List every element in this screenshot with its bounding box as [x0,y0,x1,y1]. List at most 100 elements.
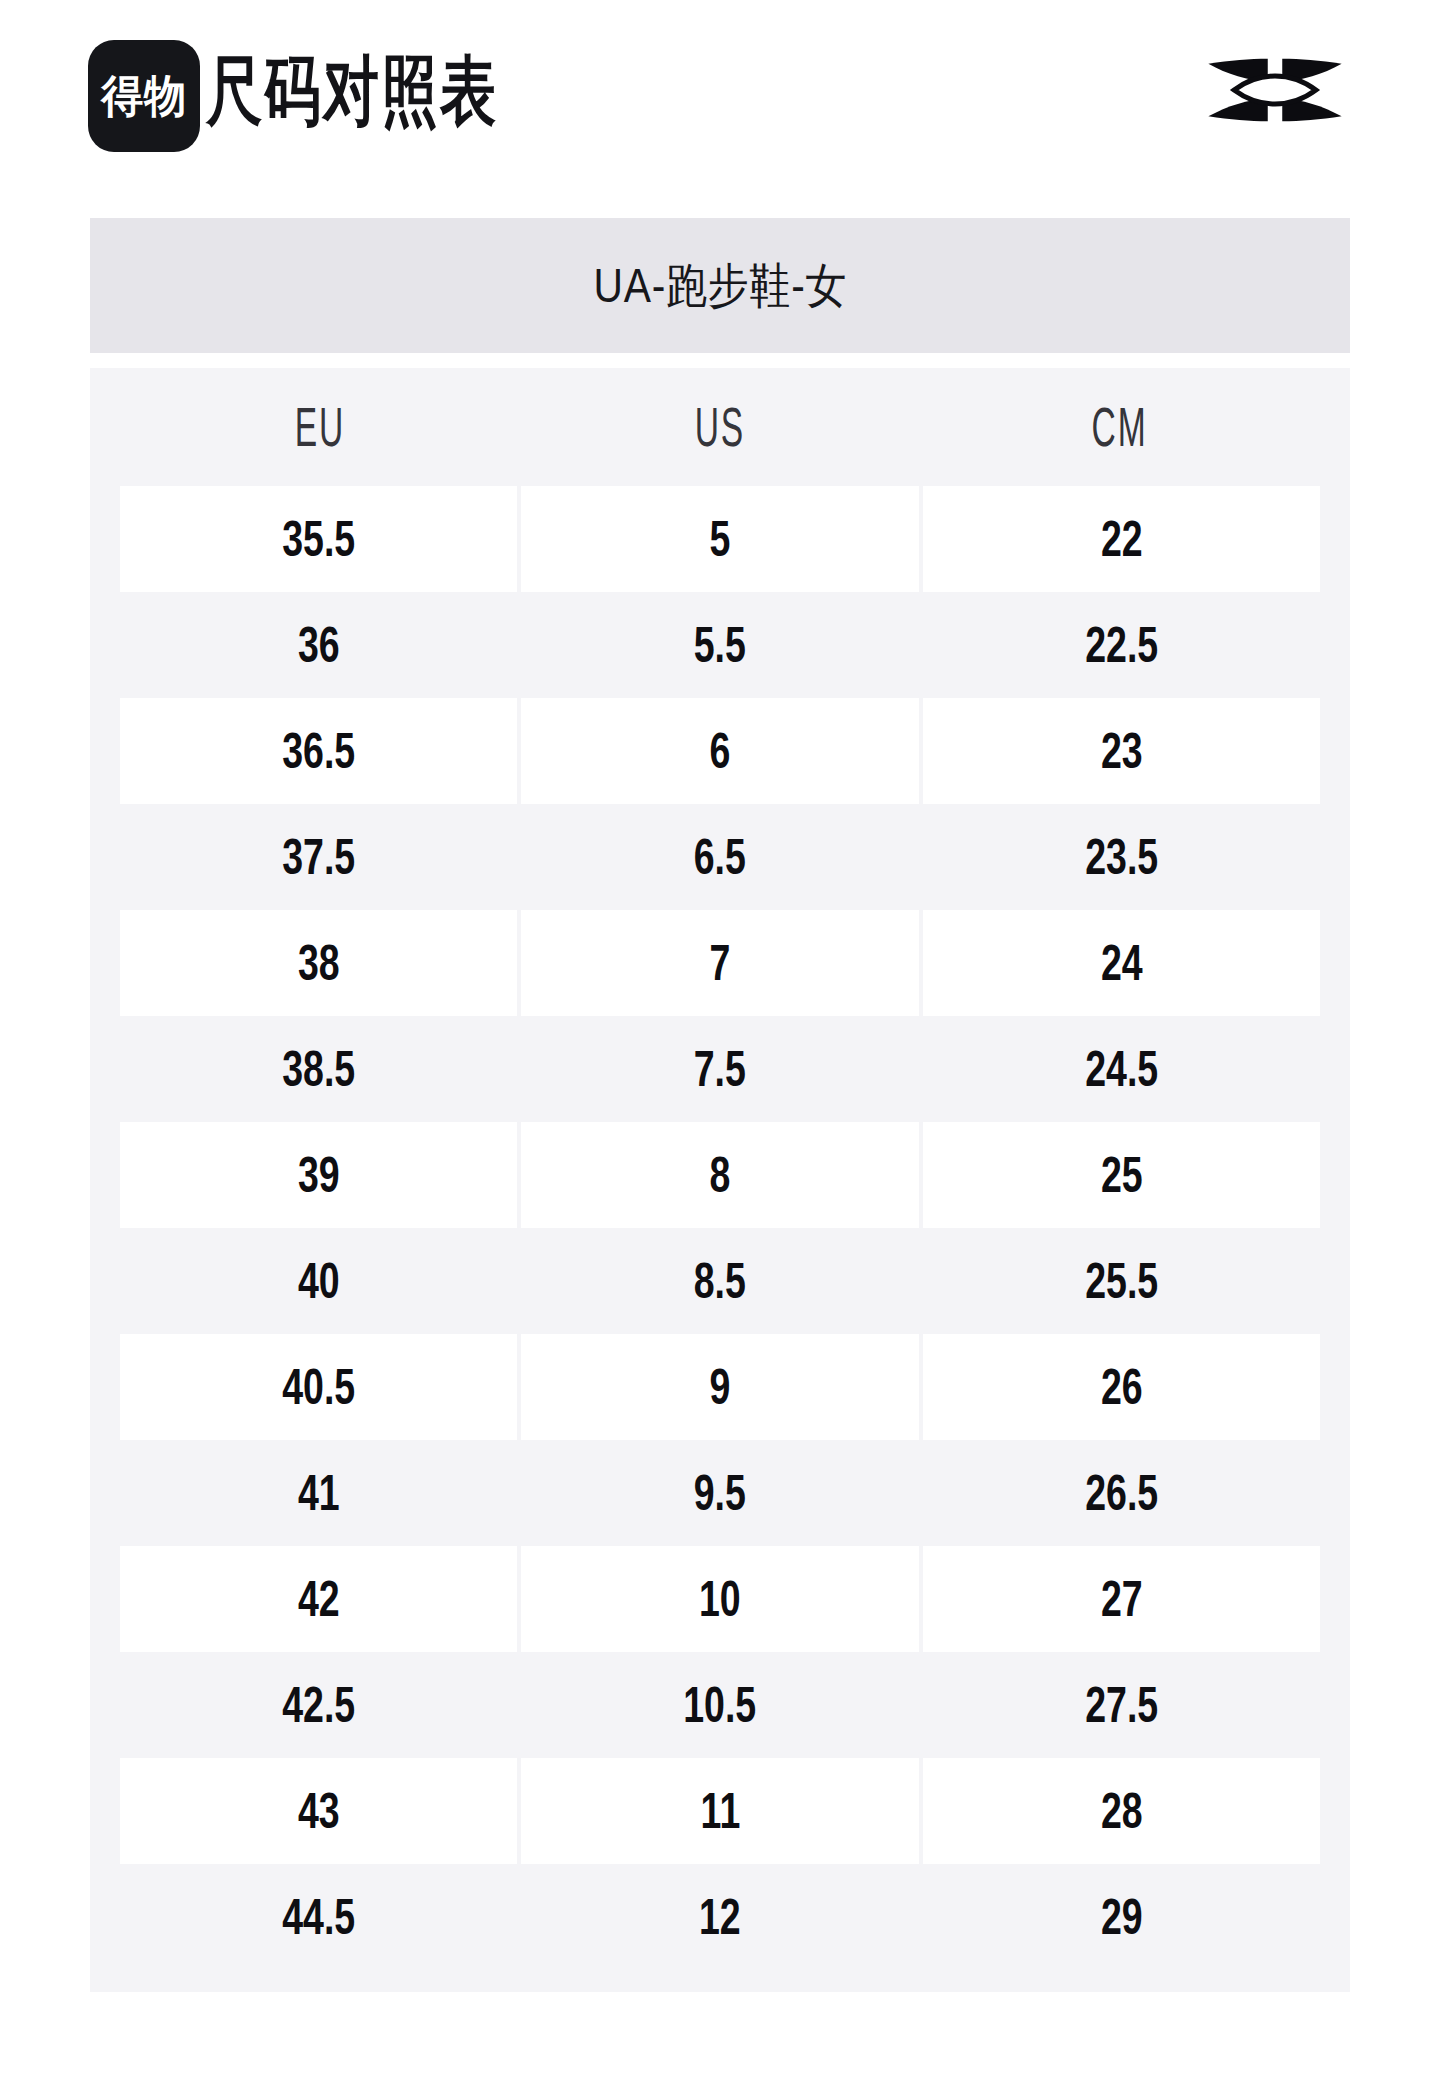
size-value: 26 [1100,1362,1142,1412]
size-value: 5 [710,514,731,564]
size-value: 7 [710,938,731,988]
size-cell-eu: 38 [120,910,517,1016]
size-value: 9.5 [694,1468,746,1518]
size-value: 27 [1100,1574,1142,1624]
column-header-cm: CM [920,399,1320,455]
size-cell-eu: 44.5 [120,1864,517,1970]
size-value: 6 [710,726,731,776]
size-cell-cm: 26 [923,1334,1320,1440]
size-value: 38 [298,938,340,988]
size-cell-eu: 36 [120,592,517,698]
size-cell-us: 10 [521,1546,918,1652]
size-value: 10.5 [683,1680,756,1730]
size-value: 23 [1100,726,1142,776]
size-value: 5.5 [694,620,746,670]
page-title: 尺码对照表 [206,53,498,129]
size-cell-eu: 36.5 [120,698,517,804]
size-cell-us: 5 [521,486,918,592]
size-table-header-row: EU US CM [120,368,1320,486]
size-cell-cm: 23.5 [923,804,1320,910]
size-value: 29 [1100,1892,1142,1942]
size-value: 38.5 [282,1044,355,1094]
table-row: 41 9.5 26.5 [120,1440,1320,1546]
size-table: EU US CM 35.5 5 22 36 5.5 22.5 [90,368,1350,1992]
size-value: 22 [1100,514,1142,564]
table-row: 40 8.5 25.5 [120,1228,1320,1334]
size-value: 39 [298,1150,340,1200]
size-cell-eu: 35.5 [120,486,517,592]
size-cell-us: 8.5 [521,1228,918,1334]
size-value: 40.5 [282,1362,355,1412]
product-name: UA-跑步鞋-女 [593,254,847,318]
size-cell-cm: 27.5 [923,1652,1320,1758]
size-value: 35.5 [282,514,355,564]
size-cell-us: 9 [521,1334,918,1440]
size-cell-us: 12 [521,1864,918,1970]
table-row: 38.5 7.5 24.5 [120,1016,1320,1122]
size-cell-us: 11 [521,1758,918,1864]
size-cell-cm: 23 [923,698,1320,804]
column-header-us: US [520,399,920,455]
size-cell-eu: 39 [120,1122,517,1228]
column-label: US [695,399,745,455]
size-value: 40 [298,1256,340,1306]
size-cell-cm: 27 [923,1546,1320,1652]
size-value: 27.5 [1085,1680,1158,1730]
size-cell-us: 5.5 [521,592,918,698]
dewu-logo: 得物 [88,40,200,152]
size-cell-cm: 25 [923,1122,1320,1228]
size-value: 25 [1100,1150,1142,1200]
size-value: 36 [298,620,340,670]
size-cell-eu: 43 [120,1758,517,1864]
under-armour-logo-icon [1182,48,1368,132]
size-cell-eu: 38.5 [120,1016,517,1122]
size-cell-cm: 22 [923,486,1320,592]
size-value: 9 [710,1362,731,1412]
column-header-eu: EU [120,399,520,455]
table-row: 39 8 25 [120,1122,1320,1228]
table-row: 43 11 28 [120,1758,1320,1864]
size-value: 28 [1100,1786,1142,1836]
table-row: 42 10 27 [120,1546,1320,1652]
size-cell-us: 8 [521,1122,918,1228]
size-cell-us: 7.5 [521,1016,918,1122]
table-row: 38 7 24 [120,910,1320,1016]
size-value: 24 [1100,938,1142,988]
size-value: 26.5 [1085,1468,1158,1518]
column-label: CM [1092,399,1148,455]
size-cell-eu: 40 [120,1228,517,1334]
size-value: 25.5 [1085,1256,1158,1306]
size-cell-us: 7 [521,910,918,1016]
size-cell-cm: 22.5 [923,592,1320,698]
size-value: 10 [699,1574,741,1624]
dewu-logo-text: 得物 [101,74,187,118]
size-cell-cm: 29 [923,1864,1320,1970]
size-value: 12 [699,1892,741,1942]
size-cell-eu: 37.5 [120,804,517,910]
size-value: 36.5 [282,726,355,776]
table-row: 35.5 5 22 [120,486,1320,592]
size-value: 8.5 [694,1256,746,1306]
size-value: 41 [298,1468,340,1518]
column-label: EU [295,399,345,455]
size-cell-cm: 28 [923,1758,1320,1864]
size-cell-cm: 26.5 [923,1440,1320,1546]
size-cell-cm: 25.5 [923,1228,1320,1334]
size-value: 43 [298,1786,340,1836]
size-cell-eu: 42.5 [120,1652,517,1758]
table-row: 36.5 6 23 [120,698,1320,804]
size-value: 42.5 [282,1680,355,1730]
size-value: 42 [298,1574,340,1624]
size-cell-eu: 40.5 [120,1334,517,1440]
size-cell-eu: 41 [120,1440,517,1546]
size-cell-eu: 42 [120,1546,517,1652]
size-cell-us: 10.5 [521,1652,918,1758]
size-value: 23.5 [1085,832,1158,882]
table-row: 42.5 10.5 27.5 [120,1652,1320,1758]
size-cell-cm: 24 [923,910,1320,1016]
size-cell-us: 9.5 [521,1440,918,1546]
size-cell-us: 6 [521,698,918,804]
table-row: 36 5.5 22.5 [120,592,1320,698]
size-table-body: 35.5 5 22 36 5.5 22.5 36.5 6 23 37. [120,486,1320,1970]
size-value: 8 [710,1150,731,1200]
